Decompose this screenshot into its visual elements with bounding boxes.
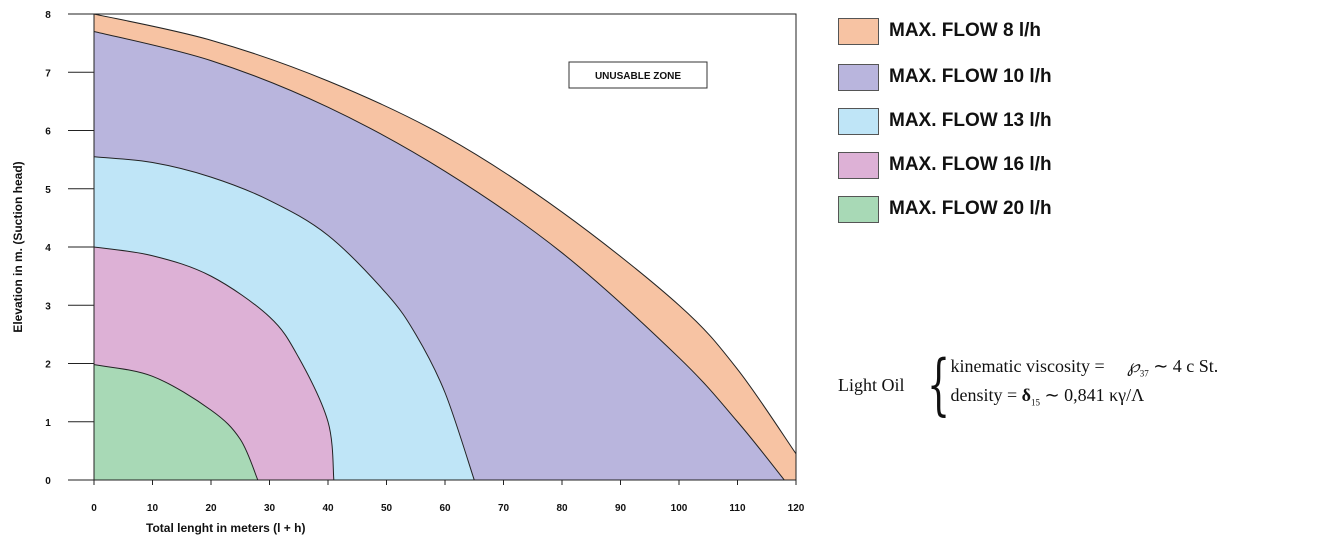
fluid-lines: kinematic viscosity = ℘37 ∼ 4 c St. dens… [951, 356, 1219, 413]
x-tick-label: 40 [322, 503, 334, 514]
y-tick-label: 6 [45, 127, 51, 138]
fluid-properties: Light Oil { kinematic viscosity = ℘37 ∼ … [838, 352, 1218, 418]
unusable-zone-label: UNUSABLE ZONE [595, 71, 681, 82]
boundary-line-1 [94, 30, 785, 480]
boundary-line-3 [94, 246, 335, 480]
x-tick-label: 90 [615, 503, 627, 514]
legend-label: MAX. FLOW 8 l/h [889, 20, 1041, 41]
y-tick-label: 4 [45, 243, 51, 254]
x-tick-label: 60 [439, 503, 451, 514]
density-label: density = [950, 385, 1018, 405]
area-series-4 [94, 364, 258, 480]
viscosity-line: kinematic viscosity = ℘37 ∼ 4 c St. [951, 356, 1219, 385]
legend-swatch [838, 63, 879, 91]
legend-swatch [838, 195, 879, 223]
y-tick-label: 1 [45, 418, 51, 429]
legend-swatch [838, 151, 879, 179]
legend-item-10: MAX. FLOW 10 l/h [838, 62, 1052, 92]
flow-areas [94, 14, 796, 480]
legend-item-8: MAX. FLOW 8 l/h [838, 16, 1052, 46]
density-symbol: δ [1021, 385, 1031, 405]
legend-item-20: MAX. FLOW 20 l/h [838, 194, 1052, 224]
unusable-zone-box: UNUSABLE ZONE [568, 61, 708, 89]
viscosity-value: ∼ 4 c St. [1153, 356, 1219, 377]
brace-icon: { [926, 346, 950, 423]
x-tick-label: 10 [147, 503, 159, 514]
fluid-name: Light Oil [838, 374, 905, 395]
density-subscript: 15 [1031, 397, 1040, 408]
legend-label: MAX. FLOW 16 l/h [889, 154, 1052, 175]
y-tick-label: 0 [45, 476, 51, 487]
y-tick-label: 5 [45, 185, 51, 196]
y-tick-label: 3 [45, 301, 51, 312]
x-tick-label: 120 [788, 503, 805, 514]
legend-item-13: MAX. FLOW 13 l/h [838, 106, 1052, 136]
axis-ticks: 0 10 20 30 40 50 60 70 80 90 100 110 120 0 1 2 3 4 5 6 7 8 [45, 10, 805, 514]
viscosity-subscript: 37 [1139, 369, 1149, 379]
y-axis-title: Elevation in m. (Suction head) [11, 161, 25, 332]
legend-label: MAX. FLOW 20 l/h [889, 198, 1052, 219]
density-value: ∼ 0,841 κγ/Λ [1044, 385, 1145, 405]
x-tick-label: 70 [498, 503, 510, 514]
y-tick-label: 2 [45, 360, 51, 371]
x-tick-label: 50 [381, 503, 393, 514]
density-line: density = δ15 ∼ 0,841 κγ/Λ [951, 385, 1219, 414]
x-tick-label: 100 [671, 503, 688, 514]
legend: MAX. FLOW 8 l/h MAX. FLOW 10 l/h MAX. FL… [838, 16, 1052, 238]
x-tick-label: 0 [91, 503, 97, 514]
x-tick-label: 110 [729, 503, 746, 514]
x-tick-label: 20 [205, 503, 217, 514]
viscosity-symbol: ℘ [1127, 356, 1140, 377]
legend-swatch [838, 107, 879, 135]
viscosity-label: kinematic viscosity = [950, 356, 1105, 377]
legend-swatch [838, 17, 879, 45]
legend-label: MAX. FLOW 13 l/h [889, 110, 1052, 131]
boundary-line-4 [94, 364, 259, 480]
legend-label: MAX. FLOW 10 l/h [889, 66, 1052, 87]
boundary-line-0 [94, 14, 796, 455]
y-tick-label: 8 [45, 10, 51, 21]
y-tick-label: 7 [45, 68, 51, 79]
boundary-line-2 [94, 156, 475, 480]
x-axis-title: Total lenght in meters (l + h) [146, 521, 305, 535]
legend-item-16: MAX. FLOW 16 l/h [838, 150, 1052, 180]
x-tick-label: 30 [264, 503, 276, 514]
x-tick-label: 80 [556, 503, 568, 514]
